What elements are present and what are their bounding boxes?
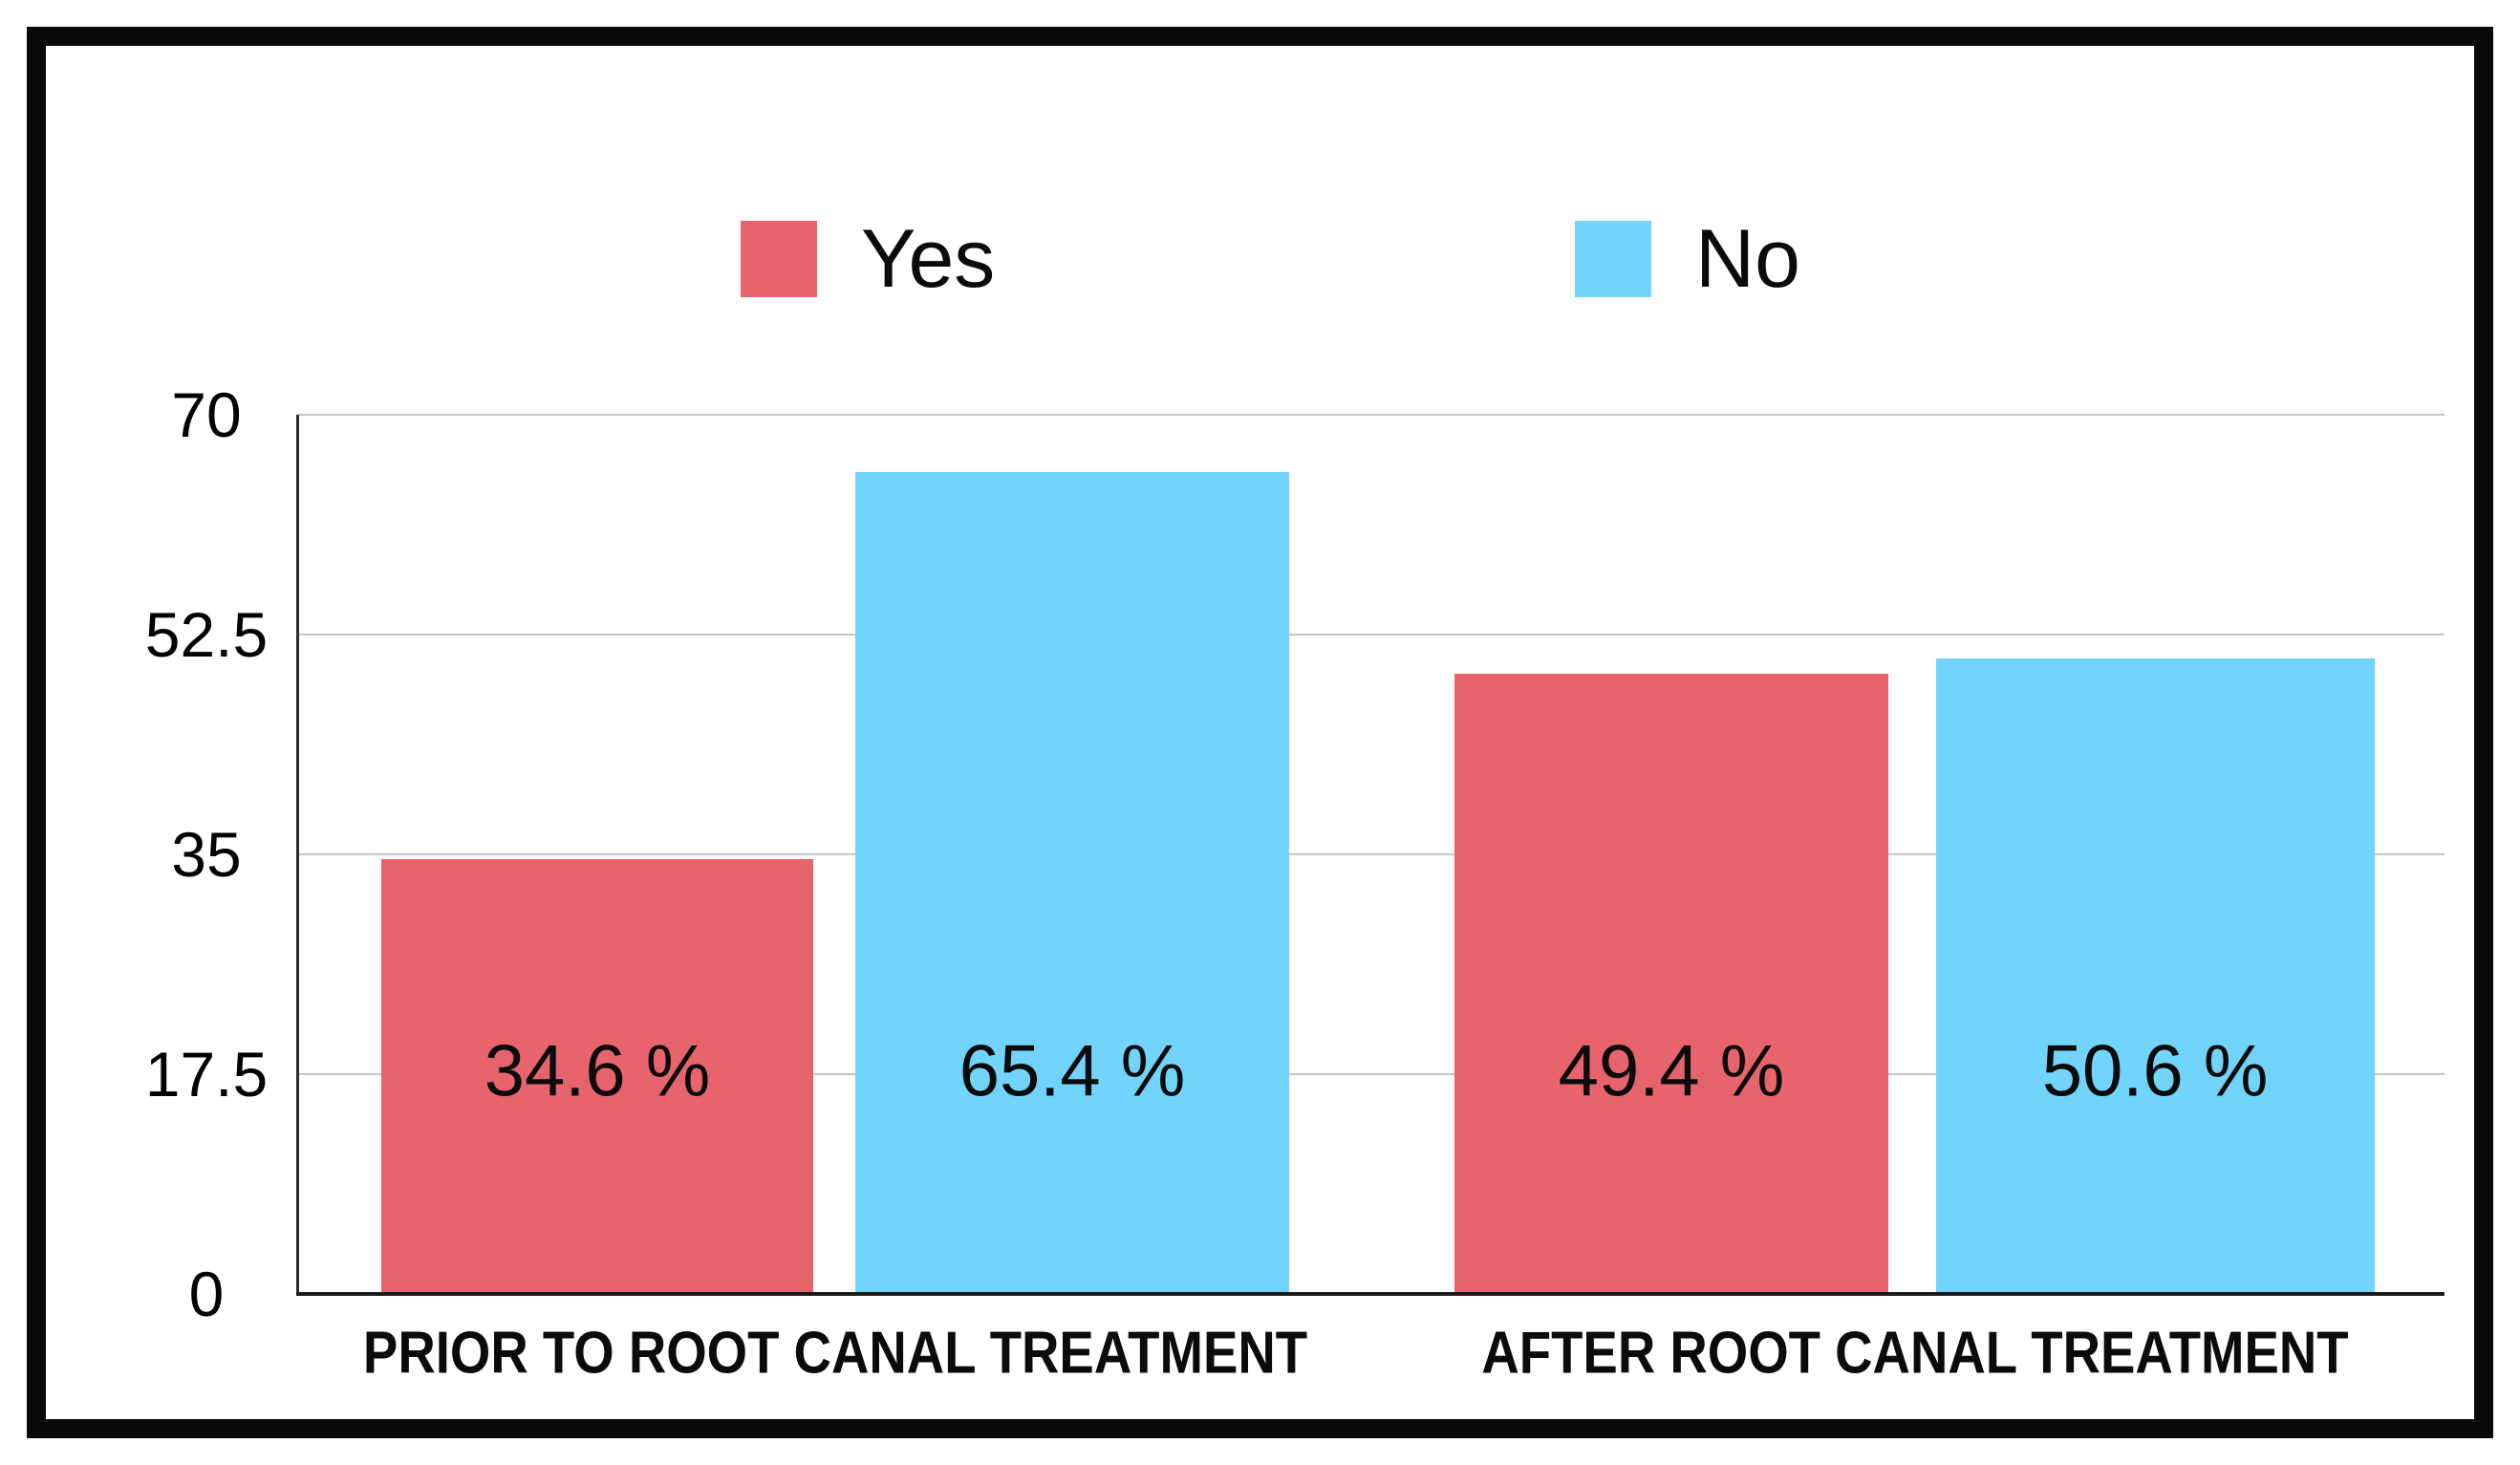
gridline-70: [297, 414, 2445, 416]
bar-yes-prior: [381, 859, 813, 1294]
plot-area: 0 17.5 35 52.5 70 34.6 % 65.4 % 49.4 % 5…: [145, 383, 2445, 1387]
value-label-no-prior: 65.4 %: [958, 1030, 1186, 1112]
ytick-17-5: 17.5: [144, 1039, 269, 1110]
legend-swatch-no: [1575, 221, 1651, 297]
category-label-prior: PRIOR TO ROOT CANAL TREATMENT: [362, 1320, 1308, 1387]
legend-swatch-yes: [741, 221, 817, 297]
legend-item-no: No: [1575, 213, 1800, 305]
ytick-35: 35: [171, 819, 242, 890]
gridline-52-5: [297, 634, 2445, 636]
bar-no-after: [1936, 657, 2375, 1294]
legend-item-yes: Yes: [741, 213, 996, 305]
bar-yes-after: [1454, 673, 1888, 1294]
gridline-17-5: [297, 1073, 2445, 1075]
value-label-no-after: 50.6 %: [2041, 1030, 2269, 1112]
value-label-yes-prior: 34.6 %: [484, 1030, 711, 1112]
value-label-yes-after: 49.4 %: [1558, 1030, 1785, 1112]
gridline-35: [297, 853, 2445, 855]
bar-no-prior: [855, 472, 1289, 1294]
ytick-52-5: 52.5: [144, 599, 269, 670]
figure-border: Yes No 0 17.5 35 52.5 70: [27, 27, 2493, 1438]
ytick-0: 0: [188, 1259, 225, 1329]
x-axis-line: [296, 1292, 2445, 1296]
category-label-after: AFTER ROOT CANAL TREATMENT: [1481, 1320, 2349, 1387]
legend-label-no: No: [1695, 213, 1800, 305]
ytick-70: 70: [171, 379, 242, 450]
y-axis-line: [296, 415, 299, 1294]
legend-label-yes: Yes: [861, 213, 996, 305]
